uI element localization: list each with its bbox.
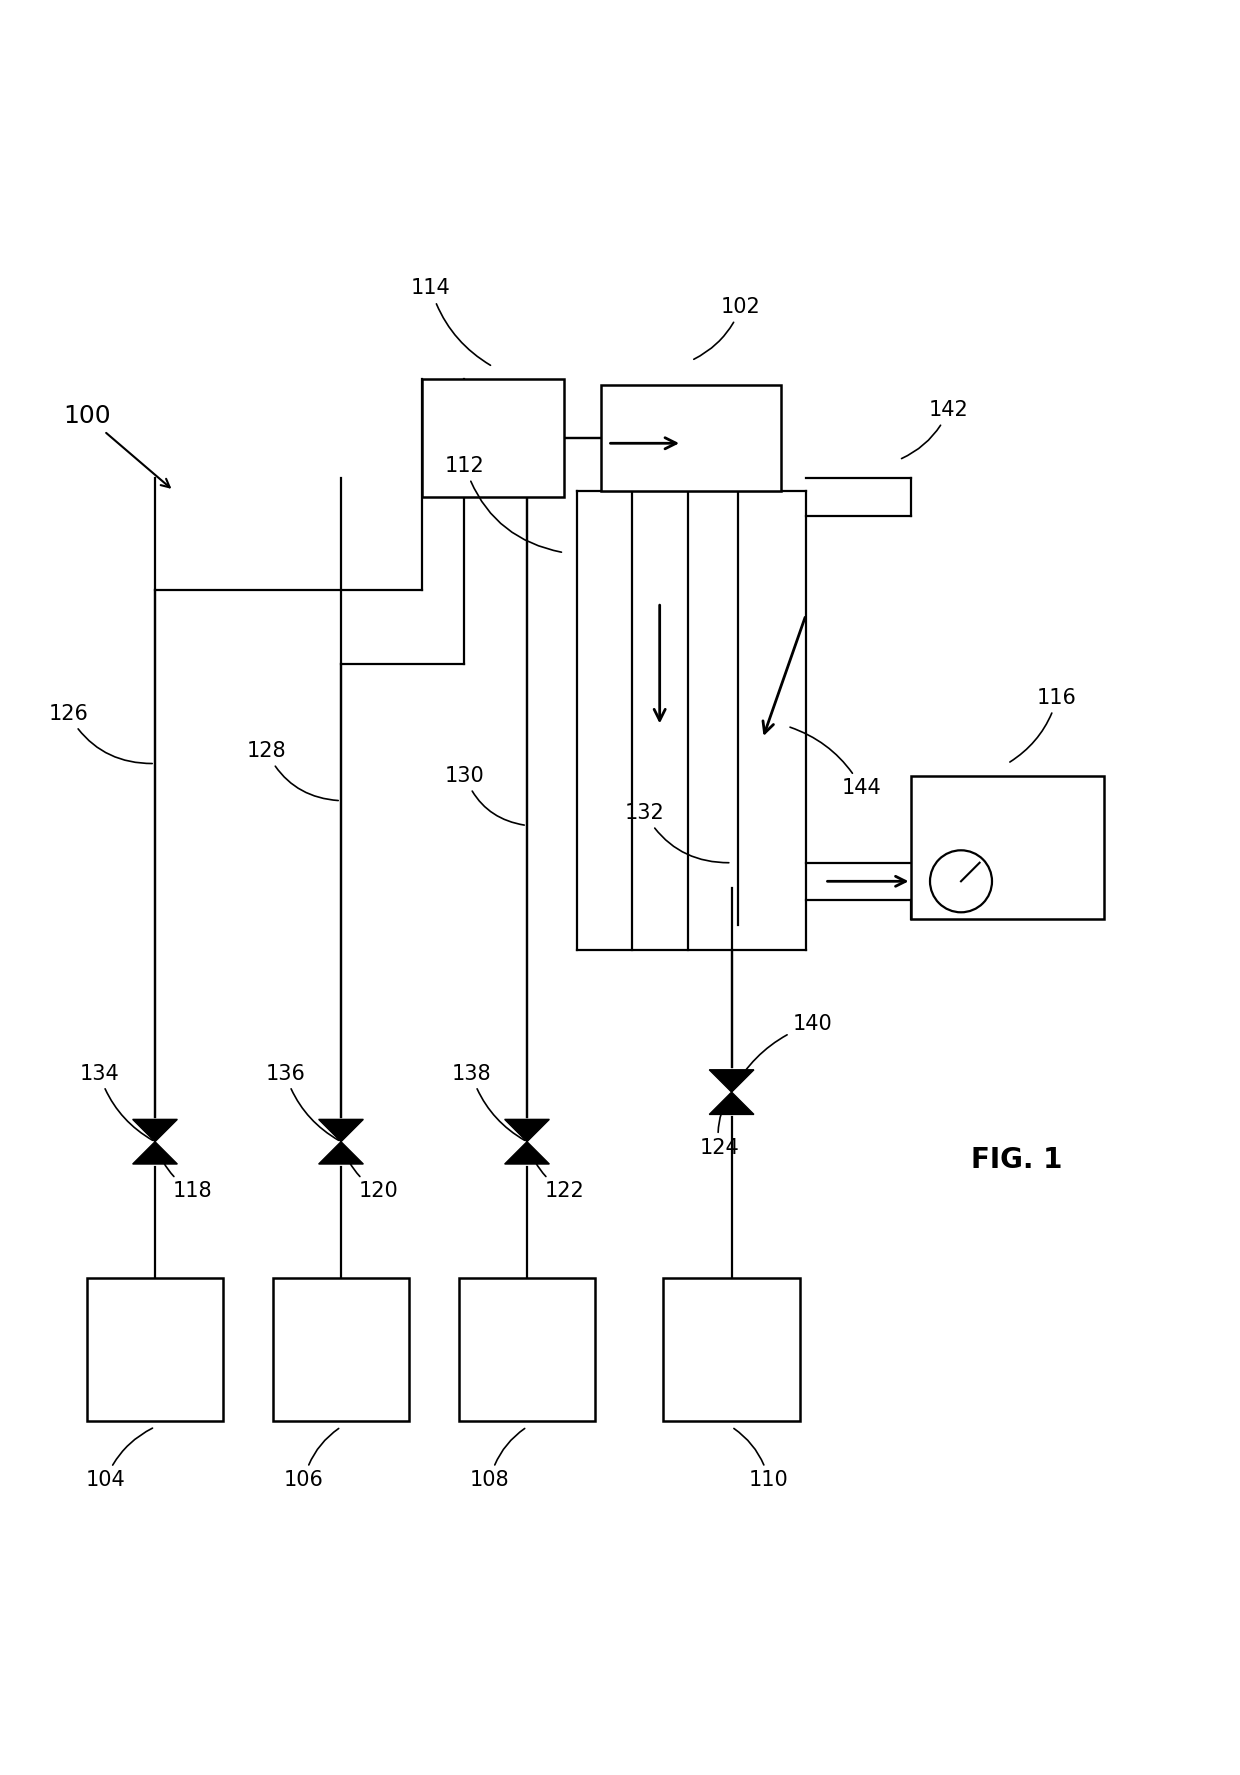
Text: 106: 106 (284, 1429, 339, 1491)
Text: 130: 130 (445, 765, 525, 825)
Text: 132: 132 (625, 802, 729, 863)
Polygon shape (709, 1092, 754, 1115)
Text: 104: 104 (86, 1429, 153, 1491)
Polygon shape (319, 1141, 363, 1164)
Text: 114: 114 (410, 279, 491, 366)
Bar (273, 1278, 409, 1420)
Text: 138: 138 (451, 1063, 525, 1140)
Bar (87, 1278, 223, 1420)
Text: 126: 126 (48, 705, 153, 763)
Text: 142: 142 (901, 399, 968, 458)
Text: 144: 144 (790, 728, 882, 799)
Bar (601, 385, 781, 490)
Text: FIG. 1: FIG. 1 (971, 1147, 1063, 1175)
Polygon shape (505, 1141, 549, 1164)
Text: 134: 134 (79, 1063, 153, 1140)
Text: 120: 120 (342, 1145, 398, 1202)
Text: 112: 112 (445, 456, 562, 552)
Polygon shape (133, 1141, 177, 1164)
Polygon shape (709, 1070, 754, 1092)
Text: 102: 102 (694, 296, 761, 359)
Text: 136: 136 (265, 1063, 339, 1140)
Polygon shape (319, 1120, 363, 1141)
Text: 124: 124 (699, 1095, 739, 1157)
Polygon shape (505, 1120, 549, 1141)
Text: 116: 116 (1009, 687, 1078, 761)
Text: 128: 128 (247, 742, 339, 801)
Polygon shape (133, 1120, 177, 1141)
Text: 100: 100 (63, 405, 170, 488)
Bar (911, 776, 1104, 918)
Text: 108: 108 (470, 1429, 525, 1491)
Text: 118: 118 (156, 1145, 212, 1202)
Bar (663, 1278, 800, 1420)
Bar (459, 1278, 595, 1420)
Text: 140: 140 (733, 1014, 832, 1090)
Bar (422, 380, 564, 497)
Text: 110: 110 (734, 1429, 789, 1491)
Text: 122: 122 (528, 1145, 584, 1202)
